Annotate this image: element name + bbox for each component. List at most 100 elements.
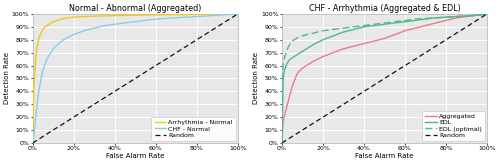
CHF - Normal — [142, 19, 148, 21]
CHF - Normal — [50, 48, 56, 50]
Aggregated — [292, 80, 298, 82]
CHF - Normal — [163, 17, 169, 19]
Aggregated — [294, 75, 300, 77]
CHF - Normal — [30, 142, 36, 144]
EDL — [443, 16, 449, 18]
X-axis label: False Alarm Rate: False Alarm Rate — [106, 153, 164, 159]
EDL (optimal) — [296, 36, 302, 38]
Aggregated — [296, 71, 302, 73]
Arrhythmia - Normal — [122, 14, 128, 16]
EDL — [371, 25, 377, 27]
X-axis label: False Alarm Rate: False Alarm Rate — [356, 153, 414, 159]
Arrhythmia - Normal — [46, 23, 52, 25]
Line: EDL (optimal): EDL (optimal) — [282, 14, 487, 143]
EDL (optimal) — [443, 16, 449, 18]
Aggregated — [283, 108, 289, 110]
Aggregated — [464, 15, 469, 17]
Aggregated — [340, 48, 346, 50]
Aggregated — [382, 37, 388, 39]
Arrhythmia - Normal — [184, 14, 190, 15]
EDL (optimal) — [422, 17, 428, 19]
Arrhythmia - Normal — [173, 14, 179, 16]
Aggregated — [310, 61, 316, 63]
EDL (optimal) — [283, 52, 289, 54]
EDL — [330, 35, 336, 37]
Arrhythmia - Normal — [30, 142, 36, 144]
Arrhythmia - Normal — [163, 14, 169, 16]
EDL (optimal) — [361, 25, 367, 27]
Legend: Arrhythmia - Normal, CHF - Normal, Random: Arrhythmia - Normal, CHF - Normal, Rando… — [152, 117, 236, 141]
CHF - Normal — [224, 14, 230, 16]
Arrhythmia - Normal — [91, 15, 97, 17]
CHF - Normal — [234, 13, 240, 15]
EDL (optimal) — [300, 35, 306, 37]
CHF - Normal — [184, 16, 190, 18]
CHF - Normal — [112, 23, 117, 25]
Aggregated — [280, 121, 286, 123]
CHF - Normal — [173, 17, 179, 19]
EDL — [474, 14, 480, 16]
Aggregated — [350, 45, 356, 47]
EDL — [454, 15, 460, 17]
CHF - Normal — [152, 18, 158, 20]
CHF - Normal — [46, 54, 52, 56]
CHF - Normal — [54, 44, 60, 46]
EDL (optimal) — [289, 40, 295, 42]
EDL — [289, 57, 295, 59]
EDL — [412, 19, 418, 21]
Arrhythmia - Normal — [36, 37, 42, 39]
EDL (optimal) — [402, 19, 408, 21]
Line: Arrhythmia - Normal: Arrhythmia - Normal — [32, 14, 238, 143]
Aggregated — [361, 43, 367, 45]
CHF - Normal — [42, 63, 48, 65]
EDL (optimal) — [433, 17, 439, 19]
Arrhythmia - Normal — [152, 14, 158, 16]
EDL — [422, 18, 428, 20]
Arrhythmia - Normal — [234, 13, 240, 15]
Title: Normal - Abnormal (Aggregated): Normal - Abnormal (Aggregated) — [69, 4, 202, 13]
Legend: Aggregated, EDL, EDL (optimal), Random: Aggregated, EDL, EDL (optimal), Random — [422, 111, 485, 141]
Arrhythmia - Normal — [102, 15, 107, 17]
Aggregated — [454, 17, 460, 19]
EDL — [296, 53, 302, 55]
Aggregated — [392, 34, 398, 36]
Aggregated — [285, 101, 291, 103]
CHF - Normal — [214, 14, 220, 16]
Aggregated — [422, 25, 428, 27]
EDL — [283, 65, 289, 67]
Arrhythmia - Normal — [112, 15, 117, 17]
Aggregated — [330, 52, 336, 54]
CHF - Normal — [38, 79, 44, 81]
EDL — [287, 58, 293, 60]
EDL — [433, 17, 439, 19]
EDL — [294, 54, 300, 56]
Arrhythmia - Normal — [30, 93, 36, 95]
CHF - Normal — [44, 58, 50, 60]
EDL — [292, 56, 298, 58]
Aggregated — [443, 19, 449, 21]
Arrhythmia - Normal — [40, 29, 46, 30]
EDL (optimal) — [340, 27, 346, 29]
CHF - Normal — [102, 25, 107, 27]
Aggregated — [371, 40, 377, 42]
Y-axis label: Detection Rate: Detection Rate — [254, 52, 260, 104]
EDL — [382, 23, 388, 25]
EDL — [340, 31, 346, 33]
Arrhythmia - Normal — [214, 13, 220, 15]
EDL (optimal) — [304, 34, 310, 36]
CHF - Normal — [32, 126, 38, 128]
EDL (optimal) — [320, 30, 326, 32]
CHF - Normal — [91, 27, 97, 29]
EDL — [304, 48, 310, 50]
EDL (optimal) — [454, 15, 460, 17]
Arrhythmia - Normal — [42, 26, 48, 28]
EDL (optimal) — [287, 43, 293, 45]
Aggregated — [281, 116, 287, 118]
EDL — [484, 13, 490, 15]
CHF - Normal — [30, 136, 36, 138]
EDL — [320, 39, 326, 41]
EDL — [280, 80, 286, 82]
Aggregated — [484, 13, 490, 15]
Arrhythmia - Normal — [70, 16, 76, 18]
Line: Aggregated: Aggregated — [282, 14, 487, 143]
